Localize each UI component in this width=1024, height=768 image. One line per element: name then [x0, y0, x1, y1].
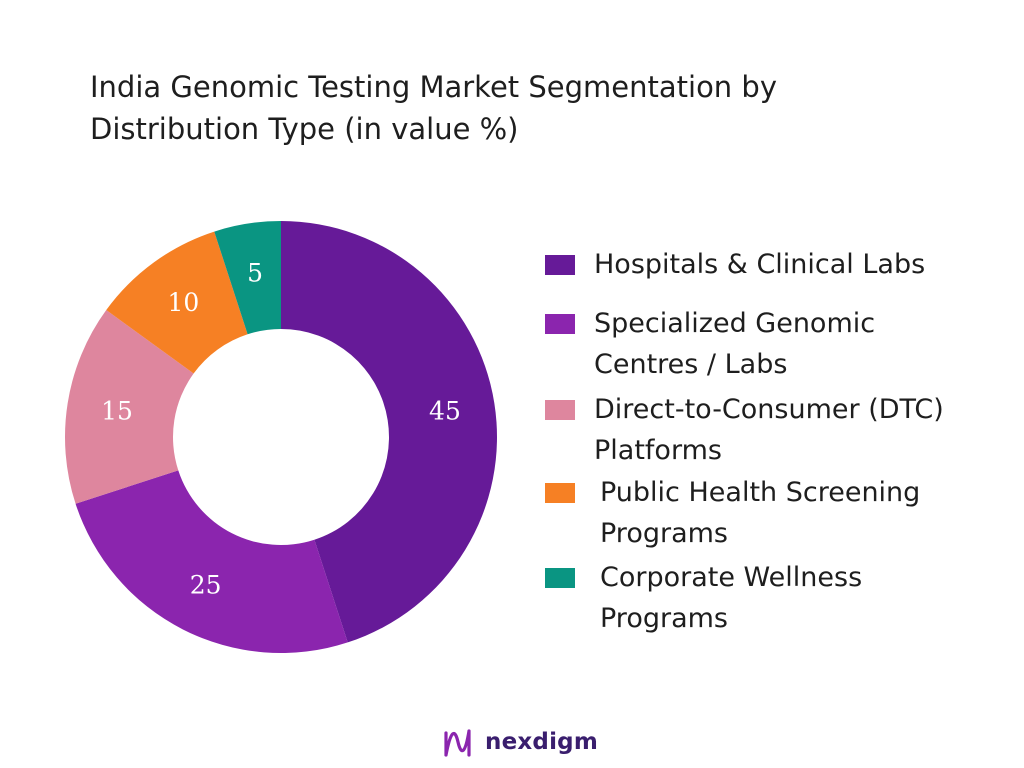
- chart-title-line: India Genomic Testing Market Segmentatio…: [90, 70, 777, 104]
- brand-footer: nexdigm: [443, 722, 598, 762]
- legend-swatch: [545, 255, 575, 275]
- legend-swatch: [545, 314, 575, 334]
- legend-item-public-health: Public Health Screening Programs: [545, 472, 920, 554]
- legend-swatch: [545, 568, 575, 588]
- legend-item-dtc-platforms: Direct-to-Consumer (DTC) Platforms: [545, 389, 944, 471]
- legend-label: Specialized Genomic Centres / Labs: [594, 308, 876, 380]
- slice-hospitals: [281, 221, 498, 643]
- slice-specialized-centres: [75, 470, 348, 653]
- slice-dtc: [65, 310, 194, 504]
- nexdigm-wave-icon: [444, 729, 471, 757]
- slice-value-label: 45: [429, 397, 461, 426]
- chart-title: India Genomic Testing Market Segmentatio…: [90, 66, 950, 150]
- legend-label: Hospitals & Clinical Labs: [594, 249, 926, 280]
- brand-name: nexdigm: [485, 729, 598, 755]
- legend-item-hospitals: Hospitals & Clinical Labs: [545, 244, 925, 285]
- legend-item-corporate-wellness: Corporate Wellness Programs: [545, 557, 862, 639]
- legend-item-specialized-centres: Specialized Genomic Centres / Labs: [545, 303, 875, 385]
- slice-value-label: 5: [247, 259, 263, 288]
- legend-swatch: [545, 400, 575, 420]
- donut-chart: 45 25 15 10 5: [65, 221, 498, 653]
- slice-value-label: 25: [190, 570, 222, 599]
- legend-label: Corporate Wellness Programs: [600, 562, 863, 634]
- legend-label: Direct-to-Consumer (DTC) Platforms: [594, 394, 944, 466]
- legend-swatch: [545, 483, 575, 503]
- slice-value-label: 15: [101, 397, 133, 426]
- slice-value-label: 10: [168, 288, 200, 317]
- slice-public-health: [106, 231, 248, 374]
- slice-corporate-wellness: [214, 221, 281, 335]
- legend-label: Public Health Screening Programs: [600, 477, 921, 549]
- chart-title-line: Distribution Type (in value %): [90, 112, 519, 146]
